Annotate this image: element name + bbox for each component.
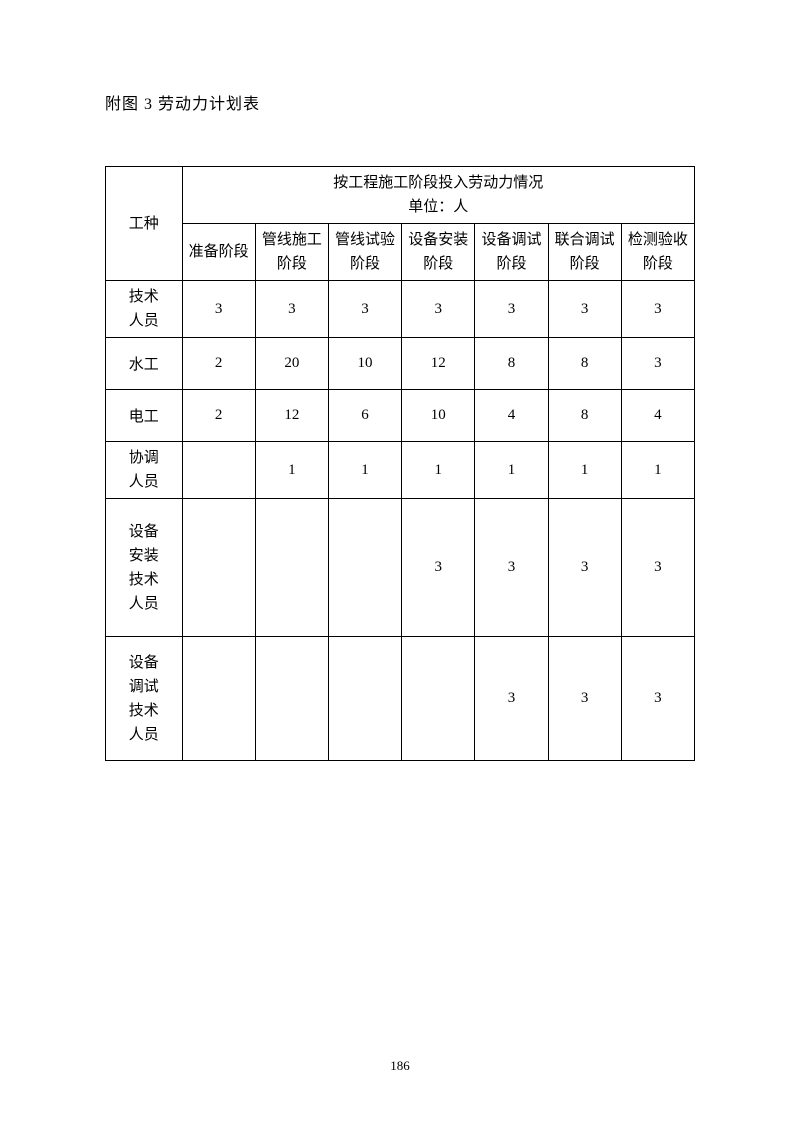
cell: 6 bbox=[328, 390, 401, 442]
cell: 3 bbox=[402, 281, 475, 338]
row-label: 协调人员 bbox=[106, 442, 183, 499]
cell bbox=[328, 499, 401, 637]
cell: 2 bbox=[182, 390, 255, 442]
col-header-1: 管线施工阶段 bbox=[255, 224, 328, 281]
table-row: 水工 2 20 10 12 8 8 3 bbox=[106, 338, 695, 390]
document-title: 附图 3 劳动力计划表 bbox=[105, 90, 695, 114]
cell bbox=[328, 637, 401, 761]
cell: 4 bbox=[621, 390, 694, 442]
cell bbox=[402, 637, 475, 761]
cell bbox=[182, 442, 255, 499]
cell bbox=[182, 637, 255, 761]
cell: 1 bbox=[621, 442, 694, 499]
table-row: 协调人员 1 1 1 1 1 1 bbox=[106, 442, 695, 499]
cell: 8 bbox=[548, 390, 621, 442]
cell: 3 bbox=[255, 281, 328, 338]
cell: 3 bbox=[548, 637, 621, 761]
cell: 1 bbox=[328, 442, 401, 499]
header-row-label: 工种 bbox=[106, 167, 183, 281]
col-header-5: 联合调试阶段 bbox=[548, 224, 621, 281]
cell: 3 bbox=[621, 281, 694, 338]
cell: 3 bbox=[475, 499, 548, 637]
cell: 20 bbox=[255, 338, 328, 390]
cell: 4 bbox=[475, 390, 548, 442]
cell: 3 bbox=[548, 499, 621, 637]
col-header-4: 设备调试阶段 bbox=[475, 224, 548, 281]
page-number: 186 bbox=[0, 1058, 800, 1074]
row-label: 电工 bbox=[106, 390, 183, 442]
header-top: 按工程施工阶段投入劳动力情况 单位：人 bbox=[182, 167, 694, 224]
row-label: 技术人员 bbox=[106, 281, 183, 338]
cell: 1 bbox=[255, 442, 328, 499]
table-row: 技术人员 3 3 3 3 3 3 3 bbox=[106, 281, 695, 338]
row-label: 水工 bbox=[106, 338, 183, 390]
row-label: 设备调试技术人员 bbox=[106, 637, 183, 761]
header-top-line2: 单位：人 bbox=[185, 195, 692, 219]
header-top-line1: 按工程施工阶段投入劳动力情况 bbox=[185, 171, 692, 195]
cell: 3 bbox=[328, 281, 401, 338]
row-label: 设备安装技术人员 bbox=[106, 499, 183, 637]
labor-plan-table: 工种 按工程施工阶段投入劳动力情况 单位：人 准备阶段 管线施工阶段 管线试验阶… bbox=[105, 166, 695, 761]
cell bbox=[255, 499, 328, 637]
cell: 3 bbox=[548, 281, 621, 338]
cell: 8 bbox=[548, 338, 621, 390]
cell: 12 bbox=[255, 390, 328, 442]
cell bbox=[255, 637, 328, 761]
table-row: 电工 2 12 6 10 4 8 4 bbox=[106, 390, 695, 442]
col-header-3: 设备安装阶段 bbox=[402, 224, 475, 281]
table-row: 设备安装技术人员 3 3 3 3 bbox=[106, 499, 695, 637]
cell: 8 bbox=[475, 338, 548, 390]
cell bbox=[182, 499, 255, 637]
cell: 1 bbox=[402, 442, 475, 499]
cell: 1 bbox=[475, 442, 548, 499]
cell: 10 bbox=[402, 390, 475, 442]
cell: 3 bbox=[475, 281, 548, 338]
cell: 3 bbox=[621, 338, 694, 390]
cell: 12 bbox=[402, 338, 475, 390]
cell: 3 bbox=[621, 637, 694, 761]
cell: 3 bbox=[621, 499, 694, 637]
cell: 1 bbox=[548, 442, 621, 499]
table-row: 设备调试技术人员 3 3 3 bbox=[106, 637, 695, 761]
cell: 3 bbox=[182, 281, 255, 338]
cell: 10 bbox=[328, 338, 401, 390]
col-header-2: 管线试验阶段 bbox=[328, 224, 401, 281]
col-header-0: 准备阶段 bbox=[182, 224, 255, 281]
cell: 3 bbox=[402, 499, 475, 637]
cell: 2 bbox=[182, 338, 255, 390]
col-header-6: 检测验收阶段 bbox=[621, 224, 694, 281]
cell: 3 bbox=[475, 637, 548, 761]
